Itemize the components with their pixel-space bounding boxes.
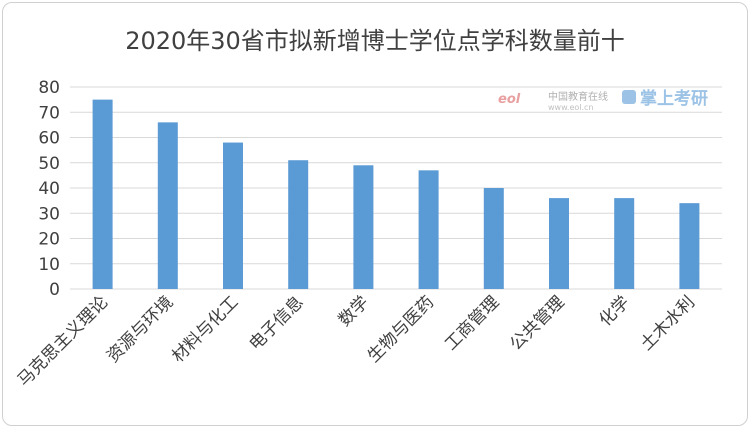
category-label: 土木水利	[637, 292, 699, 354]
y-tick-label: 80	[38, 78, 60, 98]
bar	[418, 170, 439, 289]
y-tick-label: 20	[38, 230, 60, 250]
category-label: 马克思主义理论	[14, 292, 112, 390]
category-label: 资源与环境	[103, 292, 177, 366]
category-label: 电子信息	[246, 292, 308, 354]
chart-title: 2020年30省市拟新增博士学位点学科数量前十	[125, 27, 625, 55]
bar	[157, 122, 178, 289]
watermark-site-cn: 中国教育在线	[548, 90, 608, 103]
bar	[679, 203, 700, 289]
bars	[92, 99, 700, 289]
bar	[92, 99, 113, 289]
watermark: eol 中国教育在线 www.eol.cn 掌上考研	[498, 88, 708, 112]
bar	[483, 188, 504, 289]
grid-lines	[70, 86, 722, 290]
watermark-site-url: www.eol.cn	[548, 103, 594, 112]
y-axis-ticks: 0 10 20 30 40 50 60 70 80	[38, 78, 60, 300]
bar	[549, 198, 569, 289]
category-label: 材料与化工	[168, 292, 242, 366]
y-tick-label: 70	[38, 103, 60, 123]
bar	[288, 160, 309, 289]
category-label: 数学	[335, 292, 373, 330]
category-label: 生物与医药	[364, 292, 438, 366]
y-tick-label: 10	[38, 255, 60, 275]
y-tick-label: 60	[38, 129, 60, 149]
bar	[223, 142, 243, 289]
bar	[614, 198, 635, 289]
y-tick-label: 50	[38, 154, 60, 174]
y-tick-label: 40	[38, 179, 60, 199]
bar	[353, 165, 374, 289]
app-icon	[622, 90, 636, 104]
y-tick-label: 0	[49, 280, 60, 300]
category-label: 工商管理	[441, 292, 503, 354]
watermark-brand: 掌上考研	[640, 88, 708, 109]
eol-logo: eol	[498, 92, 521, 107]
y-tick-label: 30	[38, 204, 60, 224]
category-label: 化学	[596, 292, 634, 330]
category-label: 公共管理	[506, 292, 568, 354]
